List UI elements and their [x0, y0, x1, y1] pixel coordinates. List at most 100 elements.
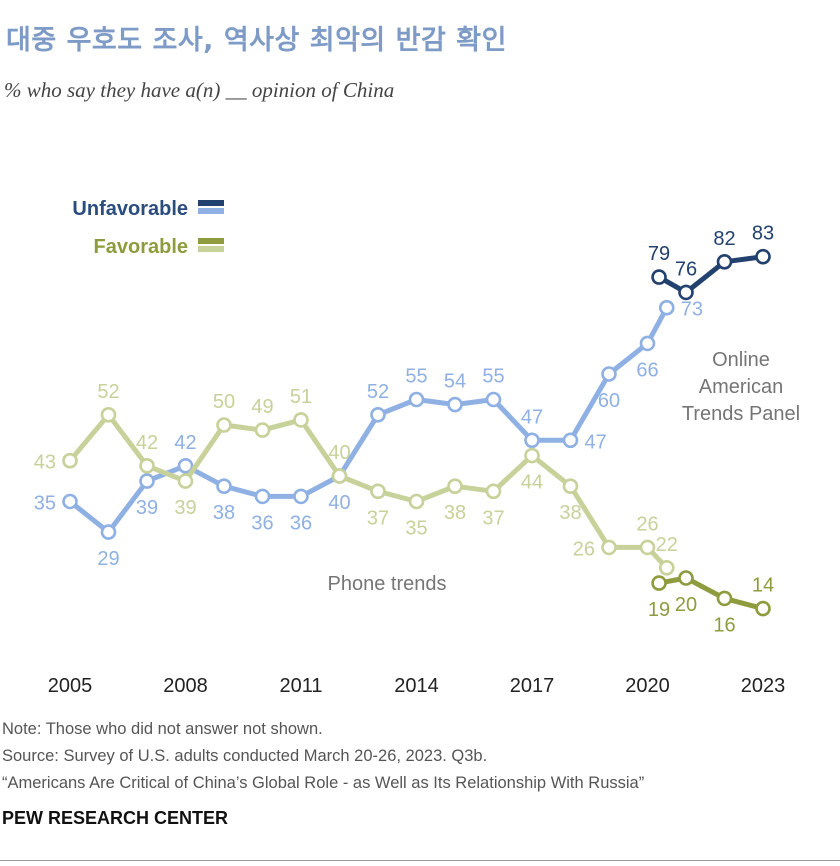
data-label: 60: [598, 390, 620, 412]
data-point: [524, 447, 540, 464]
data-label: 83: [752, 223, 774, 245]
x-tick-label: 2008: [163, 675, 208, 697]
data-label: 42: [136, 432, 158, 454]
data-label: 40: [328, 492, 350, 514]
series-line-3: [656, 575, 766, 612]
data-label: 52: [367, 381, 389, 403]
data-label: 35: [34, 493, 56, 515]
data-label: 51: [290, 386, 312, 408]
notes-block: Note: Those who did not answer not shown…: [2, 716, 644, 797]
data-point: [651, 269, 667, 285]
data-label: 66: [636, 359, 658, 381]
data-label: 37: [482, 507, 504, 529]
data-label: 38: [213, 502, 235, 524]
data-point: [524, 432, 540, 449]
x-tick-label: 2014: [394, 675, 439, 697]
data-label: 38: [444, 502, 466, 524]
data-point: [755, 600, 771, 617]
data-point: [485, 483, 502, 500]
data-point: [177, 457, 194, 474]
data-point: [100, 406, 117, 423]
data-point: [216, 417, 232, 433]
data-point: [177, 473, 194, 489]
data-point: [293, 412, 309, 428]
chart-subtitle: % who say they have a(n) __ opinion of C…: [4, 78, 395, 102]
x-tick-label: 2005: [48, 675, 93, 697]
data-point: [658, 299, 675, 316]
data-label: 82: [713, 228, 735, 250]
data-point: [716, 590, 733, 607]
data-point: [447, 396, 463, 413]
data-label: 79: [648, 243, 670, 265]
data-point: [485, 391, 502, 408]
online-panel-annotation: Trends Panel: [682, 403, 800, 425]
legend-swatch: [198, 246, 224, 252]
data-point: [293, 488, 309, 505]
data-point: [678, 284, 694, 301]
data-point: [678, 570, 694, 586]
bottom-rule: [0, 860, 840, 861]
data-point: [651, 575, 667, 591]
data-point: [62, 493, 78, 510]
legend-swatch: [198, 200, 224, 206]
data-label: 20: [675, 594, 697, 616]
data-label: 39: [136, 497, 158, 519]
data-label: 37: [367, 507, 389, 529]
legend-swatch: [198, 238, 224, 244]
report-title: “Americans Are Critical of China’s Globa…: [2, 774, 645, 792]
data-point: [755, 248, 771, 265]
legend-label-unfavorable: Unfavorable: [72, 198, 188, 220]
data-point: [658, 559, 675, 576]
data-point: [62, 452, 78, 469]
data-label: 22: [656, 534, 678, 556]
x-tick-label: 2020: [625, 675, 670, 697]
data-label: 50: [213, 391, 235, 413]
data-label: 16: [713, 614, 735, 636]
data-label: 36: [251, 512, 273, 534]
data-label: 55: [482, 366, 504, 388]
data-label: 47: [585, 431, 607, 453]
data-label: 43: [34, 452, 56, 474]
data-label: 38: [559, 502, 581, 524]
online-panel-annotation: American: [699, 376, 783, 398]
data-point: [139, 457, 155, 474]
data-point: [601, 539, 617, 556]
data-point: [139, 473, 155, 489]
data-point: [716, 253, 733, 270]
data-point: [254, 488, 271, 505]
data-label: 47: [521, 406, 543, 428]
data-label: 19: [648, 599, 670, 621]
data-label: 39: [174, 497, 196, 519]
data-label: 26: [573, 538, 595, 560]
data-point: [562, 432, 579, 449]
data-point: [408, 493, 425, 510]
legend-swatch: [198, 208, 224, 214]
data-point: [639, 335, 656, 352]
series-line-1: [656, 254, 766, 295]
data-point: [639, 539, 656, 556]
data-label: 76: [675, 258, 697, 280]
brand-label: PEW RESEARCH CENTER: [2, 808, 229, 828]
data-label: 36: [290, 512, 312, 534]
data-point: [447, 478, 463, 495]
data-label: 35: [405, 518, 427, 540]
data-point: [100, 524, 117, 540]
phone-trends-annotation: Phone trends: [328, 573, 447, 595]
data-label: 73: [681, 299, 703, 321]
data-label: 44: [521, 472, 543, 494]
data-point: [370, 406, 386, 423]
data-label: 26: [636, 513, 658, 535]
x-tick-label: 2011: [279, 675, 322, 697]
data-label: 52: [97, 381, 119, 403]
data-point: [216, 478, 232, 495]
data-label: 54: [444, 371, 466, 393]
data-label: 49: [251, 396, 273, 418]
x-tick-label: 2017: [510, 675, 555, 697]
data-label: 14: [752, 575, 774, 597]
data-label: 40: [328, 442, 350, 464]
data-point: [254, 422, 271, 438]
data-label: 29: [97, 548, 119, 570]
data-point: [331, 468, 348, 484]
x-tick-label: 2023: [741, 675, 786, 697]
data-label: 42: [174, 432, 196, 454]
